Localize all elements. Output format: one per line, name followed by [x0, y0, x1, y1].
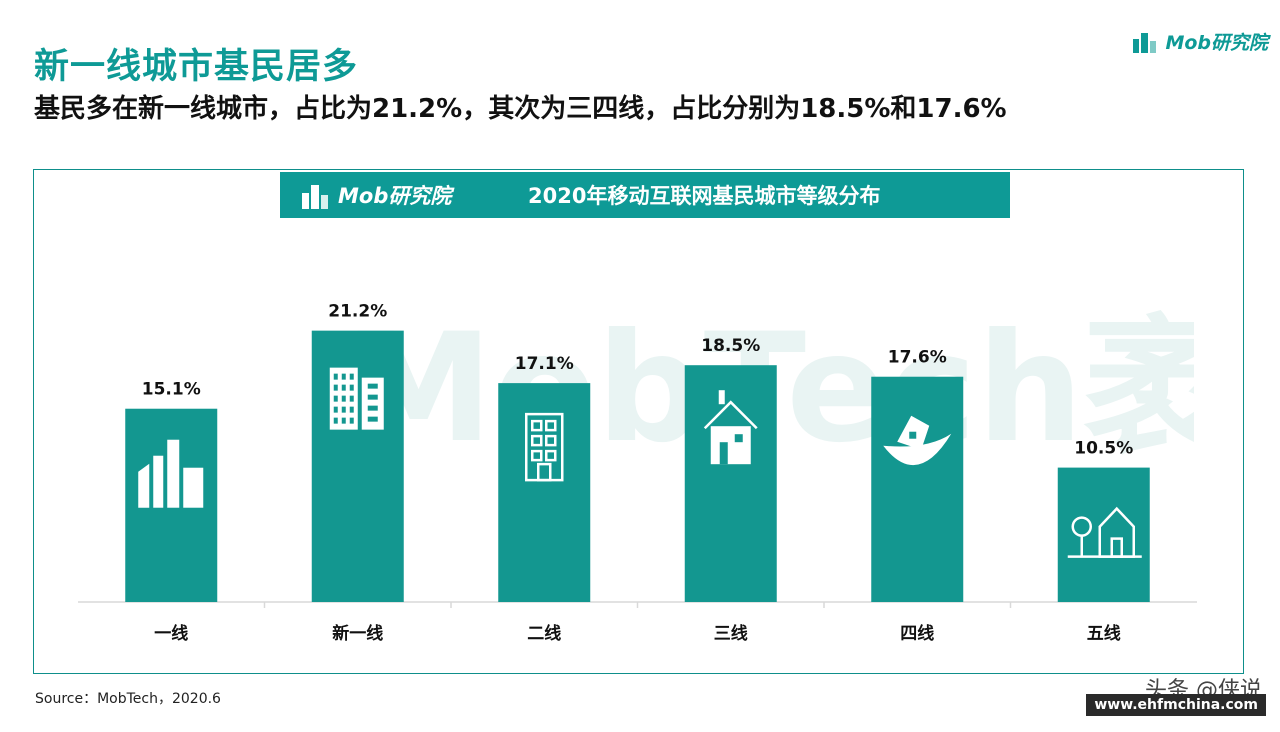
- data-label: 17.1%: [515, 354, 574, 374]
- office-buildings-icon: [329, 367, 384, 430]
- chart-title: 2020年移动互联网基民城市等级分布: [528, 184, 881, 208]
- data-label: 18.5%: [701, 336, 760, 356]
- banner-logo-text: Mob研究院: [338, 184, 452, 208]
- city-skyline-icon: [138, 439, 204, 508]
- x-tick-label: 五线: [1087, 623, 1121, 644]
- house-leaf-icon: [883, 415, 952, 466]
- brand-logo: Mob研究院: [1131, 26, 1268, 56]
- data-label: 10.5%: [1074, 439, 1133, 459]
- mob-logo-icon: [1133, 33, 1157, 53]
- x-tick-label: 一线: [154, 623, 188, 644]
- page-subtitle: 基民多在新一线城市，占比为21.2%，其次为三四线，占比分别为18.5%和17.…: [34, 94, 1007, 124]
- bar: [1057, 467, 1150, 602]
- bar: [498, 383, 591, 602]
- data-label: 15.1%: [142, 380, 201, 400]
- house-icon: [703, 390, 758, 465]
- x-tick-label: 三线: [714, 623, 748, 644]
- chart-banner: Mob研究院 2020年移动互联网基民城市等级分布: [280, 172, 1010, 218]
- bar: [684, 365, 777, 602]
- banner-logo: Mob研究院: [300, 180, 490, 210]
- data-label: 21.2%: [328, 302, 387, 322]
- mob-logo-icon: [302, 185, 328, 209]
- data-label: 17.6%: [888, 348, 947, 368]
- site-badge: www.ehfmchina.com: [1086, 694, 1266, 716]
- source-note: Source：MobTech，2020.6: [35, 691, 221, 707]
- page-title: 新一线城市基民居多: [34, 47, 359, 87]
- brand-logo-text: Mob研究院: [1165, 31, 1268, 54]
- x-tick-label: 新一线: [332, 623, 383, 644]
- bar-chart: 15.1% 一线 21.2% 新一线 17.1% 二线 18.5% 三线 17.6% 四线 10.5…: [78, 302, 1197, 644]
- bar: [871, 376, 964, 602]
- apartment-building-icon: [525, 412, 564, 482]
- x-tick-label: 四线: [900, 623, 934, 644]
- x-tick-label: 二线: [527, 623, 561, 644]
- chart-frame: Mob研究院 2020年移动互联网基民城市等级分布 MobTech袤博 15.1…: [33, 169, 1244, 674]
- tree-house-icon: [1067, 506, 1142, 558]
